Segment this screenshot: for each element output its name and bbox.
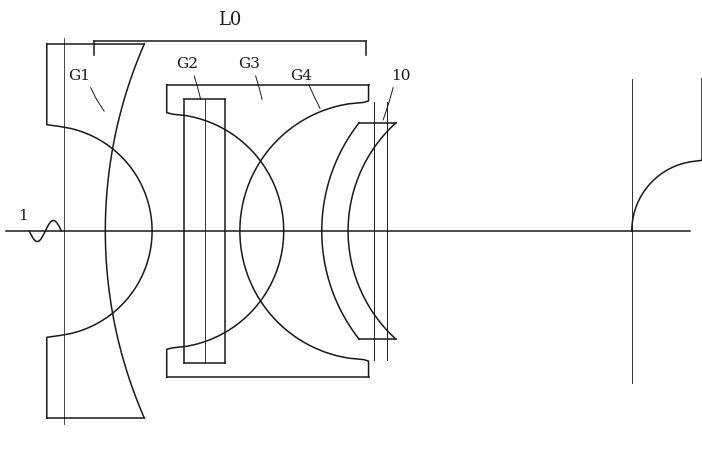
Text: L0: L0 — [218, 11, 241, 29]
Text: G3: G3 — [238, 57, 260, 71]
Text: G1: G1 — [68, 69, 90, 83]
Text: 10: 10 — [391, 69, 411, 83]
Text: G2: G2 — [176, 57, 198, 71]
Text: G4: G4 — [290, 69, 312, 83]
Text: 1: 1 — [18, 209, 28, 223]
